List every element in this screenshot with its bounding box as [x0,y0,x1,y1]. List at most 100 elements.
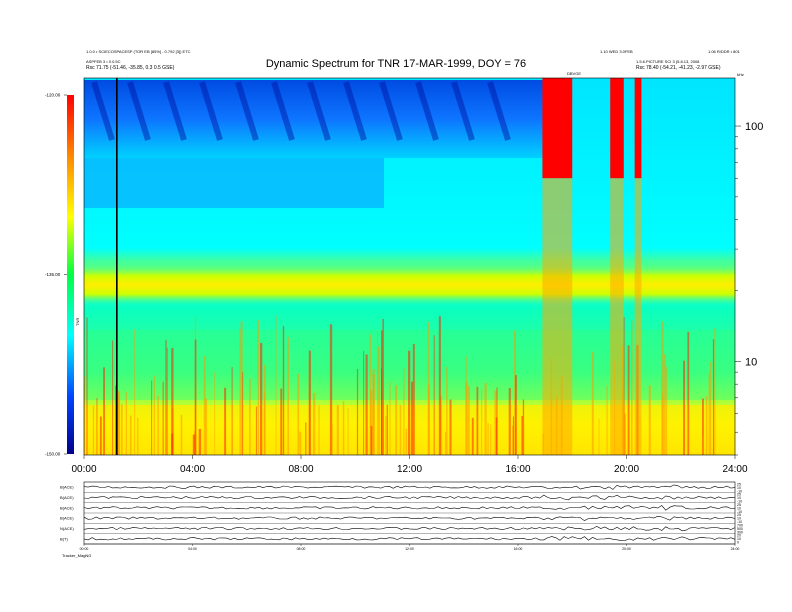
line-panel-right-tick: 25 [737,493,741,497]
emission-spike [490,424,492,455]
emission-spike [205,398,208,455]
emission-spike [329,324,333,455]
emission-spike [137,417,139,455]
emission-spike [331,424,333,455]
emission-spike [370,425,373,455]
emission-spike [171,433,174,455]
emission-spike [363,350,365,455]
line-panel-right-tick: 25 [737,503,741,507]
emission-spike [606,385,608,455]
series-line [83,494,736,501]
time-tick-label: 08:00 [288,464,313,475]
emission-spike [666,366,668,455]
series-label: B(ACE) [60,495,74,500]
emission-spike [198,429,202,455]
line-panel-right-tick: 300 [737,530,743,534]
emission-spike [702,398,704,455]
line-panel-time-label: 20:00 [622,547,631,551]
header-left-line-2: ASPFEB 3 • 0.0.5C [86,59,121,64]
emission-spike [623,316,625,455]
emission-spike [399,404,402,455]
emission-spike [714,327,716,455]
emission-spike [287,337,289,455]
series-label: N(ACE) [60,526,74,531]
line-panel-right-tick: 700 [737,523,743,527]
chart-title: Dynamic Spectrum for TNR 17-MAR-1999, DO… [265,58,527,70]
time-tick-label: 12:00 [397,464,422,475]
time-tick-label: 24:00 [722,464,747,475]
colorbar-ticks: -120.00 -135.00 -150.00 [45,93,67,457]
colorbar-tick-label: -150.00 [45,452,61,457]
emission-spike [495,417,498,455]
drift-streak [379,81,403,141]
drift-streak [271,81,295,141]
emission-spike [663,354,666,455]
spectrogram-mid-blue-band [84,158,384,208]
emission-spike [521,416,523,455]
frequency-tick-label: 100 [745,121,763,133]
emission-spike [385,416,387,455]
emission-spike [356,369,359,455]
spectrogram-events [116,78,642,456]
line-panel-right-tick: -10 [737,520,742,524]
emission-spike [648,385,651,455]
emission-spike [92,405,95,455]
emission-spike [395,385,398,455]
header-far-right: 1.06 R/DDR • 801 [708,49,740,54]
emission-spike [708,373,710,455]
emission-spike [405,428,408,455]
emission-spike [510,434,512,455]
emission-spike [282,326,285,455]
spectrogram-plasma-line [84,262,735,308]
emission-spike [627,345,630,455]
line-panel-time-label: 04:00 [188,547,197,551]
emission-spike [96,397,98,455]
emission-spike [157,395,159,455]
colorbar-label: TNR [75,318,80,326]
strong-emission [542,78,573,179]
colorbar [67,95,74,454]
spectrogram-upper-blue-band [84,80,544,158]
emission-spike [153,375,155,455]
emission-spike [112,340,114,455]
series-line [83,525,736,532]
emission-spike [712,339,715,455]
line-panel-time-label: 00:00 [80,547,89,551]
emission-spike [446,366,448,455]
series-label: B(ACE) [60,516,74,521]
emission-spike [165,339,167,455]
emission-spike [192,434,196,455]
drift-streak [415,81,439,141]
drift-streak [91,81,115,141]
frequency-axis: 10 100 [735,121,763,456]
emission-spike [297,373,300,455]
emission-spike [513,330,516,455]
colorbar-tick-label: -135.00 [45,272,61,277]
emission-spike [389,382,391,455]
emission-spike [433,401,435,455]
drift-streak [163,81,187,141]
line-panel-labels: B(ACE) B(ACE) B(ACE) B(ACE) N(ACE) B(T) [60,485,74,542]
emission-spike [687,331,690,455]
strong-emission-tail [542,178,573,456]
emission-spike [433,335,435,455]
series-label: B(T) [60,536,68,541]
series-line [83,484,736,490]
emission-spike [484,383,487,455]
emission-spike [512,416,514,455]
emission-spike [240,321,243,455]
frequency-unit: kHz [737,72,744,77]
emission-spike [318,404,320,455]
emission-spike [403,367,405,455]
emission-spike [342,400,345,455]
emission-spike [260,343,263,455]
emission-spike [99,416,102,455]
emission-spike [412,344,415,455]
line-panel-right-tick: 0 [737,541,739,545]
emission-spike [471,417,474,455]
drift-streak [451,81,475,141]
emission-spike [508,388,511,455]
emission-spike [661,321,664,455]
frequency-tick-label: 10 [745,356,757,368]
